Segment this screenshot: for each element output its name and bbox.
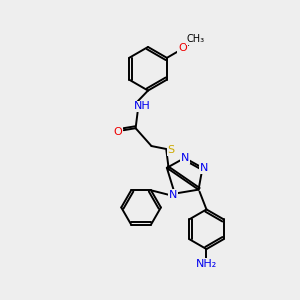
Text: N: N [169, 190, 177, 200]
Text: NH: NH [134, 101, 151, 111]
Text: O: O [113, 127, 122, 137]
Text: S: S [168, 145, 175, 155]
Text: N: N [181, 153, 189, 163]
Text: NH₂: NH₂ [196, 259, 217, 269]
Text: O: O [178, 43, 187, 53]
Text: CH₃: CH₃ [187, 34, 205, 44]
Text: N: N [200, 163, 209, 173]
